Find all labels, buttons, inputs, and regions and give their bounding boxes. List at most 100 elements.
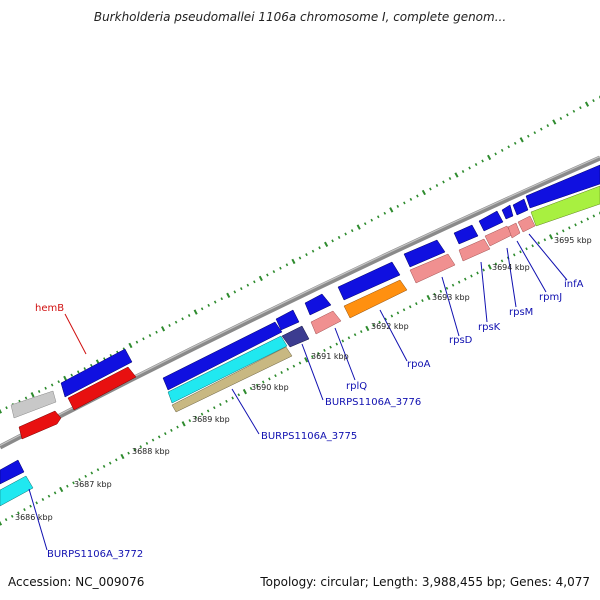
minor-tick [500, 259, 504, 263]
major-tick [258, 275, 263, 282]
gene-label-rpmJ[interactable]: rpmJ [539, 292, 562, 303]
gene-arrow-infA-pink[interactable] [517, 215, 536, 233]
gene-arrow-infA-blue[interactable] [512, 198, 529, 216]
gene-arrow-rpoA-orange[interactable] [343, 279, 408, 319]
major-tick [487, 154, 492, 161]
gene-arrow-rpoA-blue[interactable] [337, 261, 401, 301]
minor-tick [96, 468, 100, 472]
gene-arrow-rpmJ-blue[interactable] [501, 204, 514, 220]
tick-label: 3687 kbp [74, 480, 112, 489]
minor-tick [396, 311, 400, 315]
gene-arrow-red-small[interactable] [18, 410, 62, 440]
gene-arrow-hemB[interactable] [60, 348, 133, 398]
gene-arrow-right-lime[interactable] [530, 185, 600, 227]
gene-arrow-rpsD-blue[interactable] [403, 239, 446, 268]
minor-tick [103, 357, 106, 361]
minor-tick [266, 273, 269, 277]
minor-tick [519, 250, 522, 254]
major-tick [0, 520, 3, 526]
tick-label: 3689 kbp [192, 415, 230, 424]
minor-tick [213, 300, 217, 304]
minor-tick [298, 256, 302, 260]
minor-tick [415, 302, 418, 306]
minor-tick [592, 214, 596, 218]
gene-arrow-cyan[interactable] [0, 475, 34, 507]
gene-arrow-rpsK-pink[interactable] [458, 238, 491, 262]
major-tick [193, 309, 198, 315]
gene-arrow-rpmJ-pink[interactable] [507, 222, 521, 239]
minor-tick [151, 438, 155, 442]
gene-arrow-rplQ-blue[interactable] [304, 293, 332, 316]
minor-tick [409, 197, 413, 201]
major-tick [487, 264, 492, 270]
minor-tick [176, 425, 179, 429]
minor-tick [507, 145, 511, 149]
gene-arrow-3775-blue[interactable] [162, 321, 283, 391]
major-tick [454, 172, 459, 178]
gene-arrow-right-blue[interactable] [525, 164, 600, 209]
minor-tick [286, 367, 290, 371]
minor-tick [279, 266, 282, 270]
gene-arrow-3776-blue[interactable] [275, 309, 300, 331]
minor-tick [78, 478, 81, 482]
minor-tick [57, 380, 61, 384]
gene-label-rpoA[interactable]: rpoA [407, 359, 431, 370]
gene-arrow-rpsM-blue[interactable] [478, 210, 504, 232]
gene-arrow-rpsM-pink[interactable] [484, 225, 513, 247]
minor-tick [292, 364, 296, 368]
gene-arrow-blue[interactable] [0, 459, 25, 485]
gene-label-rpsK[interactable]: rpsK [478, 322, 501, 333]
gene-arrow-3776-navy[interactable] [281, 325, 310, 348]
minor-tick [170, 428, 173, 432]
major-tick [291, 258, 296, 265]
minor-tick [53, 491, 57, 495]
minor-tick [298, 361, 302, 365]
minor-tick [416, 194, 419, 198]
major-tick [120, 453, 125, 460]
gene-arrow-rplQ-pink[interactable] [310, 310, 342, 335]
minor-tick [274, 374, 277, 378]
minor-tick [76, 370, 80, 374]
tick-label: 3686 kbp [15, 513, 53, 522]
gene-arrow-red-large[interactable] [67, 366, 137, 411]
minor-tick [457, 280, 461, 284]
minor-tick [568, 226, 571, 230]
gene-arrow-rpsD-pink[interactable] [409, 253, 456, 284]
minor-tick [402, 308, 406, 312]
gene-label-infA[interactable]: infA [564, 279, 584, 290]
major-tick [30, 392, 35, 398]
gene-label-rpsD[interactable]: rpsD [449, 335, 473, 346]
minor-tick [253, 280, 256, 284]
minor-tick [586, 217, 590, 221]
minor-tick [337, 235, 341, 239]
minor-tick [268, 377, 271, 381]
major-tick [356, 224, 361, 230]
gene-label-rplQ[interactable]: rplQ [346, 381, 367, 392]
gene-label-BURPS1106A-3776[interactable]: BURPS1106A_3776 [325, 397, 421, 408]
gene-arrow-3775-tan[interactable] [171, 346, 293, 413]
minor-tick [439, 289, 443, 293]
major-tick [128, 342, 133, 349]
genome-map: 3686 kbp 3687 kbp 3688 kbp 3689 kbp 3690… [0, 95, 600, 560]
minor-tick [543, 238, 547, 242]
minor-tick [37, 390, 41, 393]
major-tick [242, 388, 247, 395]
tick-label: 3695 kbp [554, 236, 592, 245]
minor-tick [181, 317, 184, 321]
gene-arrow-rpsK-blue[interactable] [453, 224, 479, 245]
gene-label-rpsM[interactable]: rpsM [509, 307, 533, 318]
gene-arrow-gray[interactable] [10, 390, 57, 419]
gene-label-hemB[interactable]: hemB [35, 303, 64, 314]
major-tick [365, 325, 370, 332]
tick-label: 3690 kbp [251, 383, 289, 392]
gene-arrow-3775-cyan[interactable] [167, 335, 288, 404]
minor-tick [390, 314, 394, 318]
minor-tick [41, 498, 45, 501]
minor-tick [526, 134, 530, 138]
minor-tick [494, 152, 497, 156]
minor-tick [135, 340, 139, 344]
major-tick [304, 357, 309, 363]
gene-label-BURPS1106A-3772[interactable]: BURPS1106A_3772 [47, 549, 143, 560]
minor-tick [89, 363, 93, 367]
gene-label-BURPS1106A-3775[interactable]: BURPS1106A_3775 [261, 431, 357, 442]
